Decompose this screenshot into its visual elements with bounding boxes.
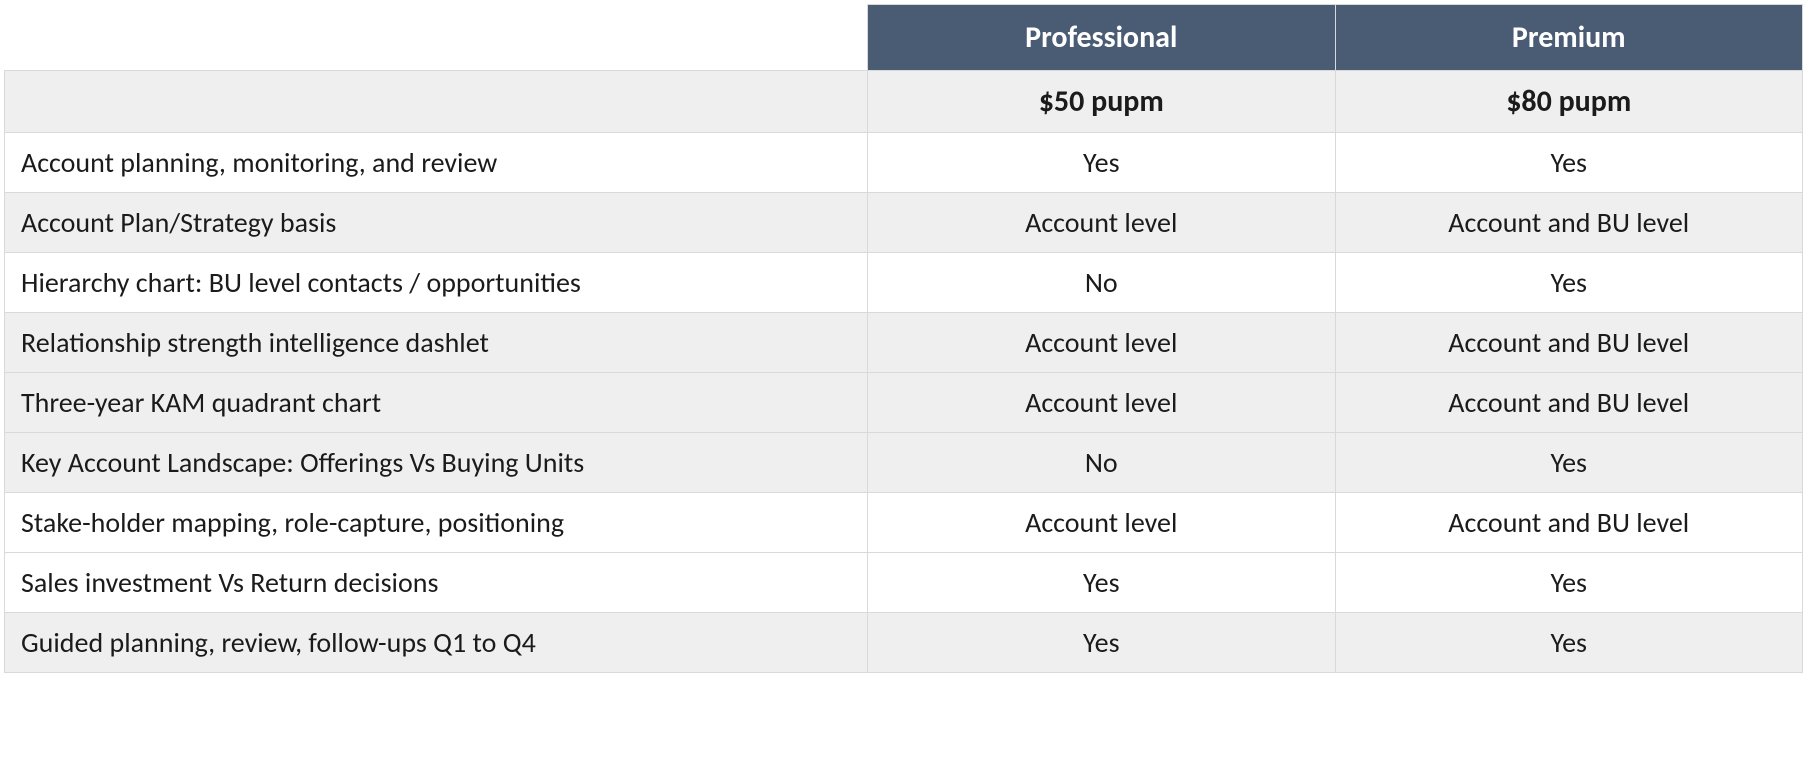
table-row: Three-year KAM quadrant chart Account le… (5, 373, 1803, 433)
feature-label: Account planning, monitoring, and review (5, 133, 868, 193)
plan-price-premium: $80 pupm (1335, 71, 1803, 133)
table-row: Guided planning, review, follow-ups Q1 t… (5, 613, 1803, 673)
feature-value-professional: Account level (868, 493, 1335, 553)
feature-value-premium: Yes (1335, 133, 1803, 193)
table-row: Account Plan/Strategy basis Account leve… (5, 193, 1803, 253)
table-header-row: Professional Premium (5, 5, 1803, 71)
plan-price-professional: $50 pupm (868, 71, 1335, 133)
table-row: Relationship strength intelligence dashl… (5, 313, 1803, 373)
feature-label: Stake-holder mapping, role-capture, posi… (5, 493, 868, 553)
price-blank-cell (5, 71, 868, 133)
feature-value-professional: No (868, 253, 1335, 313)
pricing-comparison-table: Professional Premium $50 pupm $80 pupm A… (4, 4, 1803, 673)
table-row: Key Account Landscape: Offerings Vs Buyi… (5, 433, 1803, 493)
feature-value-professional: Yes (868, 553, 1335, 613)
feature-label: Sales investment Vs Return decisions (5, 553, 868, 613)
feature-value-professional: Yes (868, 613, 1335, 673)
header-blank-cell (5, 5, 868, 71)
table-row: Stake-holder mapping, role-capture, posi… (5, 493, 1803, 553)
plan-header-professional: Professional (868, 5, 1335, 71)
table-price-row: $50 pupm $80 pupm (5, 71, 1803, 133)
feature-value-premium: Account and BU level (1335, 493, 1803, 553)
feature-label: Hierarchy chart: BU level contacts / opp… (5, 253, 868, 313)
feature-label: Three-year KAM quadrant chart (5, 373, 868, 433)
table-row: Hierarchy chart: BU level contacts / opp… (5, 253, 1803, 313)
table-body: Account planning, monitoring, and review… (5, 133, 1803, 673)
plan-header-premium: Premium (1335, 5, 1803, 71)
feature-value-premium: Yes (1335, 613, 1803, 673)
feature-value-premium: Account and BU level (1335, 193, 1803, 253)
feature-label: Key Account Landscape: Offerings Vs Buyi… (5, 433, 868, 493)
feature-label: Relationship strength intelligence dashl… (5, 313, 868, 373)
feature-value-professional: No (868, 433, 1335, 493)
table-row: Sales investment Vs Return decisions Yes… (5, 553, 1803, 613)
feature-value-professional: Account level (868, 193, 1335, 253)
feature-label: Guided planning, review, follow-ups Q1 t… (5, 613, 868, 673)
feature-value-premium: Account and BU level (1335, 313, 1803, 373)
feature-label: Account Plan/Strategy basis (5, 193, 868, 253)
feature-value-premium: Yes (1335, 253, 1803, 313)
feature-value-professional: Account level (868, 373, 1335, 433)
feature-value-professional: Yes (868, 133, 1335, 193)
feature-value-premium: Yes (1335, 553, 1803, 613)
feature-value-premium: Yes (1335, 433, 1803, 493)
feature-value-premium: Account and BU level (1335, 373, 1803, 433)
feature-value-professional: Account level (868, 313, 1335, 373)
table-row: Account planning, monitoring, and review… (5, 133, 1803, 193)
